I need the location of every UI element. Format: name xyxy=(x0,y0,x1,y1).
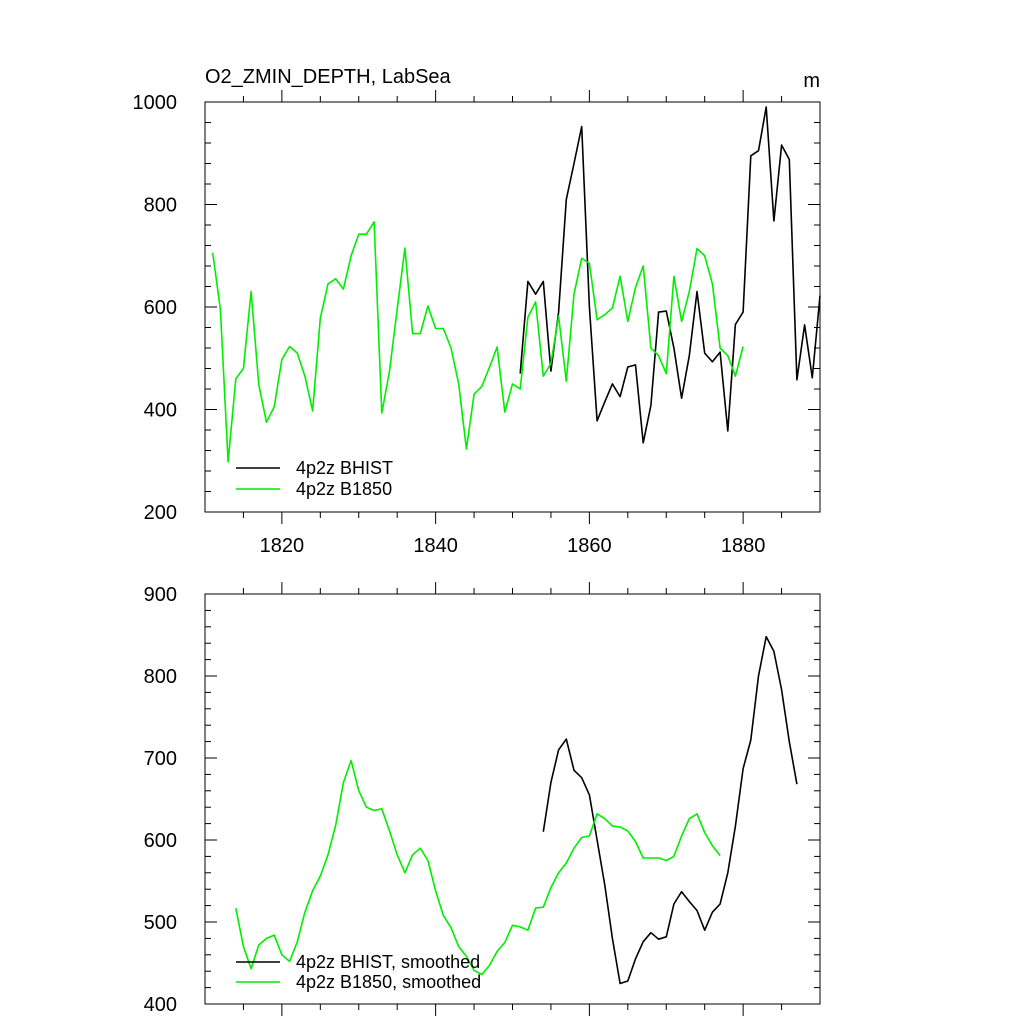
x-tick-label: 1880 xyxy=(721,535,766,557)
y-tick-label: 800 xyxy=(144,666,177,688)
legend-label-bhist-smoothed: 4p2z BHIST, smoothed xyxy=(296,952,480,972)
bottom-panel-ticks xyxy=(205,582,820,1016)
y-tick-label: 600 xyxy=(144,830,177,852)
y-tick-label: 700 xyxy=(144,748,177,770)
x-tick-label: 1860 xyxy=(567,535,612,557)
y-tick-label: 200 xyxy=(144,502,177,524)
legend-label-b1850: 4p2z B1850 xyxy=(296,479,392,499)
series-line-4p2z-b1850 xyxy=(211,221,744,463)
y-tick-label: 800 xyxy=(144,195,177,217)
bottom-panel: 400 500 600 700 800 900 4p2z BHIST, smoothed … xyxy=(144,582,821,1016)
legend-label-b1850-smoothed: 4p2z B1850, smoothed xyxy=(296,972,481,992)
bottom-panel-legend: 4p2z BHIST, smoothed 4p2z B1850, smoothe… xyxy=(236,952,481,992)
series-line-4p2z-bhist-smoothed xyxy=(542,635,798,985)
bottom-panel-series xyxy=(235,635,798,985)
x-tick-label: 1820 xyxy=(260,535,305,557)
y-tick-label: 500 xyxy=(144,912,177,934)
bottom-panel-tick-labels: 400 500 600 700 800 900 xyxy=(144,584,177,1016)
x-tick-label: 1840 xyxy=(413,535,458,557)
y-tick-label: 400 xyxy=(144,994,177,1016)
y-tick-label: 600 xyxy=(144,297,177,319)
top-panel-legend: 4p2z BHIST 4p2z B1850 xyxy=(236,458,393,499)
top-panel: O2_ZMIN_DEPTH, LabSea m 1820 1840 1860 1880… xyxy=(133,66,821,557)
legend-label-bhist: 4p2z BHIST xyxy=(296,458,393,478)
bottom-panel-plot-frame xyxy=(204,593,821,1005)
series-line-4p2z-b1850-smoothed xyxy=(235,759,721,976)
y-tick-label: 1000 xyxy=(133,92,178,114)
series-line-4p2z-bhist xyxy=(519,106,821,444)
top-panel-tick-labels: 1820 1840 1860 1880 200 400 600 800 1000 xyxy=(133,92,766,557)
top-panel-units: m xyxy=(803,70,820,92)
y-tick-label: 400 xyxy=(144,400,177,422)
y-tick-label: 900 xyxy=(144,584,177,606)
top-panel-series xyxy=(211,106,821,463)
top-panel-plot-frame xyxy=(204,101,821,513)
top-panel-title: O2_ZMIN_DEPTH, LabSea xyxy=(205,66,452,88)
